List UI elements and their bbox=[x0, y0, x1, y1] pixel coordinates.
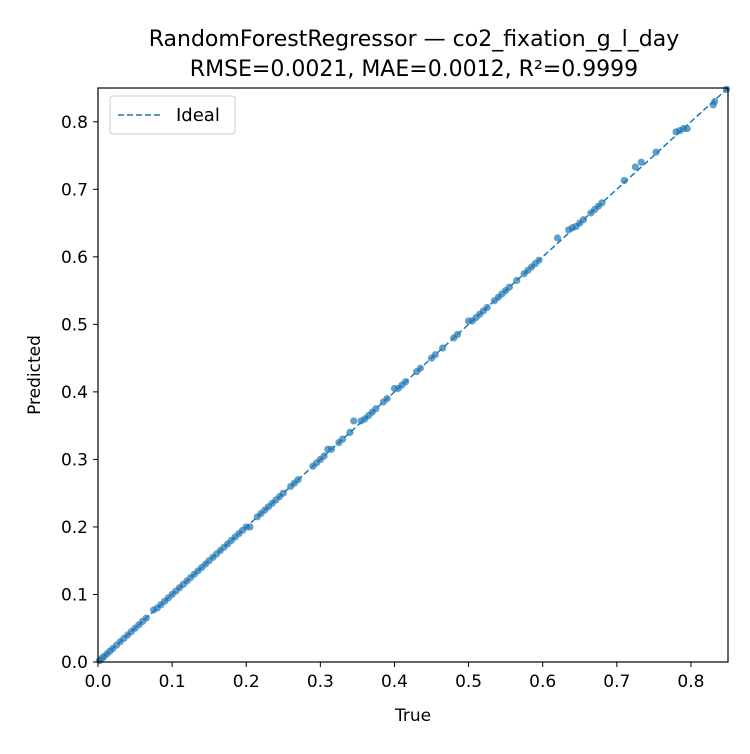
data-point bbox=[620, 176, 628, 185]
data-point bbox=[483, 303, 491, 312]
y-tick-label: 0.0 bbox=[61, 653, 88, 673]
legend: Ideal bbox=[109, 95, 236, 135]
chart-subtitle: RMSE=0.0021, MAE=0.0012, R²=0.9999 bbox=[190, 57, 638, 82]
data-point bbox=[338, 435, 347, 443]
data-point bbox=[142, 614, 150, 622]
x-tick-label: 0.3 bbox=[307, 672, 334, 692]
data-point bbox=[683, 124, 691, 133]
data-point bbox=[327, 445, 336, 453]
y-tick-label: 0.3 bbox=[61, 450, 88, 470]
ideal-line bbox=[97, 87, 729, 663]
data-point bbox=[722, 85, 731, 93]
data-point bbox=[513, 276, 521, 285]
y-tick-label: 0.4 bbox=[61, 383, 88, 403]
data-point bbox=[505, 283, 513, 291]
x-tick-label: 0.0 bbox=[84, 672, 111, 692]
data-point bbox=[416, 364, 425, 372]
legend-ideal-label: Ideal bbox=[176, 105, 220, 126]
x-axis-label: True bbox=[394, 706, 431, 726]
data-point bbox=[431, 351, 439, 359]
y-tick-label: 0.8 bbox=[61, 113, 88, 133]
x-tick-label: 0.8 bbox=[677, 672, 704, 692]
x-tick-label: 0.1 bbox=[159, 672, 186, 692]
x-tick-label: 0.2 bbox=[233, 672, 260, 692]
x-tick-label: 0.6 bbox=[529, 672, 556, 692]
data-point bbox=[246, 523, 254, 531]
y-tick-label: 0.5 bbox=[61, 315, 88, 335]
y-tick-label: 0.6 bbox=[61, 248, 88, 268]
x-tick-label: 0.5 bbox=[455, 672, 482, 692]
y-axis-ticks: 0.0 0.1 0.2 0.3 0.4 0.5 0.6 0.7 0.8 bbox=[61, 113, 98, 673]
data-point bbox=[372, 405, 380, 413]
data-point bbox=[553, 234, 562, 242]
x-tick-label: 0.7 bbox=[603, 672, 630, 692]
data-point bbox=[279, 489, 287, 497]
data-point bbox=[401, 378, 410, 386]
y-tick-label: 0.7 bbox=[61, 180, 88, 200]
plot-frame bbox=[97, 87, 729, 663]
data-points-layer bbox=[95, 85, 731, 665]
data-point bbox=[598, 199, 606, 207]
data-point bbox=[579, 216, 588, 224]
chart-title: RandomForestRegressor — co2_fixation_g_l… bbox=[149, 27, 680, 52]
data-point bbox=[453, 330, 462, 339]
data-point bbox=[350, 417, 358, 425]
data-point bbox=[637, 158, 645, 166]
data-point bbox=[294, 476, 302, 484]
y-tick-label: 0.1 bbox=[61, 585, 88, 605]
data-point bbox=[535, 256, 543, 264]
data-point bbox=[320, 452, 328, 460]
data-point bbox=[346, 428, 354, 436]
data-point bbox=[652, 148, 660, 156]
data-point bbox=[631, 163, 639, 171]
y-tick-label: 0.2 bbox=[61, 518, 88, 538]
x-tick-label: 0.4 bbox=[381, 672, 408, 692]
data-point bbox=[439, 344, 447, 352]
data-point bbox=[711, 97, 719, 106]
ideal-line-layer bbox=[97, 87, 729, 663]
legend-box bbox=[109, 95, 236, 135]
x-axis-ticks: 0.0 0.1 0.2 0.3 0.4 0.5 0.6 0.7 0.8 bbox=[84, 662, 704, 692]
y-axis-label: Predicted bbox=[25, 335, 45, 415]
data-point bbox=[383, 395, 391, 403]
